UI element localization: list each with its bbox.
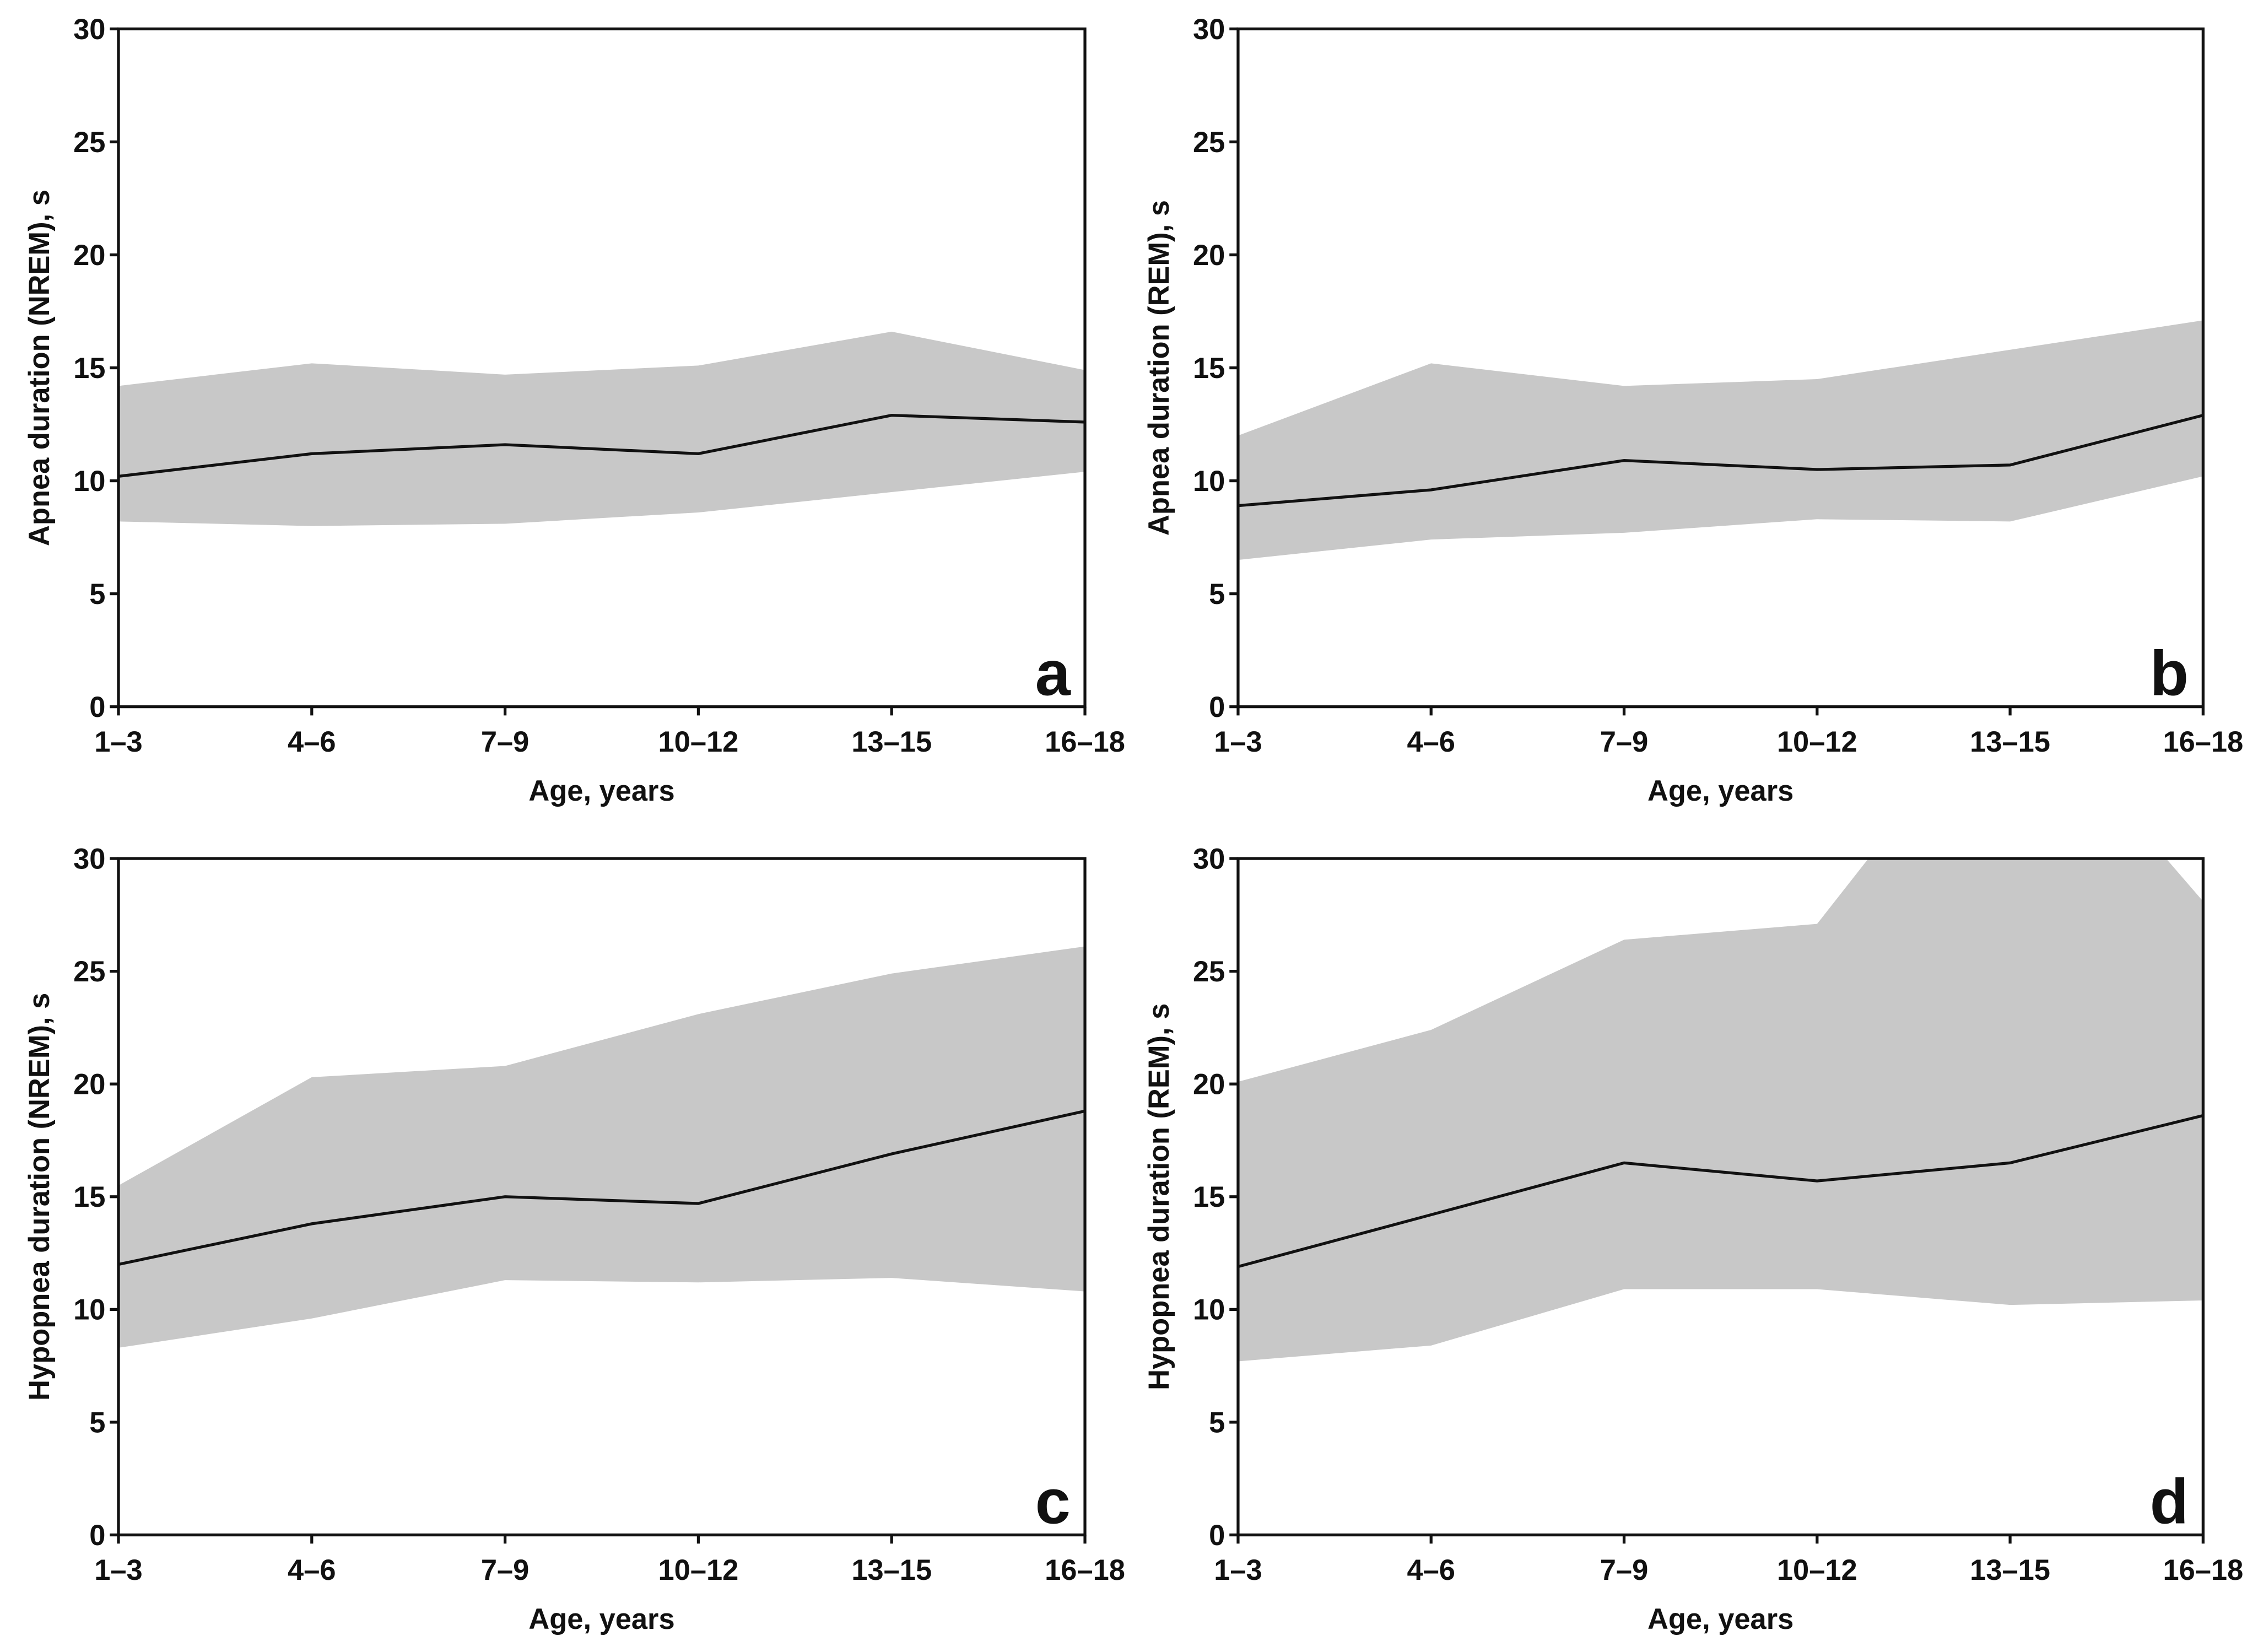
y-tick-label: 25 xyxy=(73,127,105,159)
y-tick-label: 15 xyxy=(73,353,105,385)
x-tick-label: 4–6 xyxy=(1407,726,1455,758)
y-axis-title: Hypopnea duration (REM), s xyxy=(1143,1003,1175,1390)
panel-letter: c xyxy=(1035,1467,1071,1537)
y-tick-label: 25 xyxy=(73,956,105,988)
x-tick-label: 7–9 xyxy=(1600,1554,1648,1586)
panel: 0 5 10 15 20 25 30 1–3 4–6 7–9 10–12 13–15 16–18 Age,… xyxy=(1143,14,2243,807)
y-tick-label: 20 xyxy=(73,1069,105,1101)
y-tick-label: 0 xyxy=(89,1520,105,1552)
x-tick-label: 16–18 xyxy=(1045,1554,1125,1586)
x-axis-title: Age, years xyxy=(1647,1604,1794,1635)
x-tick-label: 4–6 xyxy=(288,726,336,758)
y-tick-label: 10 xyxy=(73,1294,105,1326)
y-tick-label: 15 xyxy=(1193,1181,1225,1213)
y-tick-label: 10 xyxy=(1193,1294,1225,1326)
x-tick-label: 1–3 xyxy=(1214,726,1262,758)
x-tick-label: 10–12 xyxy=(1777,1554,1857,1586)
x-tick-label: 7–9 xyxy=(481,726,529,758)
y-tick-label: 0 xyxy=(1209,692,1225,724)
y-tick-label: 10 xyxy=(73,466,105,498)
x-tick-label: 16–18 xyxy=(2163,1554,2243,1586)
panel: 0 5 10 15 20 25 30 1–3 4–6 7–9 10–12 13–15 16–18 Age,… xyxy=(24,843,1125,1635)
y-tick-label: 25 xyxy=(1193,127,1225,159)
x-tick-label: 13–15 xyxy=(851,726,932,758)
y-tick-label: 15 xyxy=(73,1181,105,1213)
x-tick-label: 10–12 xyxy=(658,726,739,758)
x-tick-label: 1–3 xyxy=(94,1554,142,1586)
y-tick-label: 30 xyxy=(73,14,105,46)
y-tick-label: 20 xyxy=(1193,1069,1225,1101)
panel: 0 5 10 15 20 25 30 1–3 4–6 7–9 10–12 13–15 16–18 Age,… xyxy=(24,14,1125,807)
mean-line xyxy=(1238,414,2204,508)
x-tick-label: 13–15 xyxy=(1970,726,2050,758)
y-tick-label: 5 xyxy=(89,579,105,611)
band xyxy=(1238,320,2203,560)
x-tick-label: 1–3 xyxy=(94,726,142,758)
x-tick-label: 1–3 xyxy=(1214,1554,1262,1586)
y-tick-label: 0 xyxy=(89,692,105,724)
y-tick-label: 5 xyxy=(1209,1407,1225,1439)
panel: 0 5 10 15 20 25 30 1–3 4–6 7–9 10–12 13–15 16–18 Age,… xyxy=(1143,843,2243,1635)
band xyxy=(1238,859,2203,1362)
y-tick-label: 5 xyxy=(1209,579,1225,611)
x-tick-label: 16–18 xyxy=(2163,726,2243,758)
panel-letter: b xyxy=(2150,639,2189,709)
y-axis-title: Hypopnea duration (NREM), s xyxy=(24,993,56,1401)
y-tick-label: 30 xyxy=(1193,14,1225,46)
y-tick-label: 0 xyxy=(1209,1520,1225,1552)
x-axis-title: Age, years xyxy=(1647,775,1794,807)
band xyxy=(118,331,1085,526)
x-tick-label: 16–18 xyxy=(1045,726,1125,758)
band xyxy=(118,946,1085,1348)
x-tick-label: 13–15 xyxy=(1970,1554,2050,1586)
panel-letter: d xyxy=(2150,1467,2189,1537)
y-tick-label: 20 xyxy=(1193,240,1225,272)
y-axis-title: Apnea duration (REM), s xyxy=(1143,200,1175,536)
x-tick-label: 7–9 xyxy=(1600,726,1648,758)
x-axis-title: Age, years xyxy=(528,1604,674,1635)
mean-line xyxy=(1238,1114,2203,1268)
y-tick-label: 30 xyxy=(1193,843,1225,875)
x-tick-label: 7–9 xyxy=(481,1554,529,1586)
panel-letter: a xyxy=(1035,639,1071,709)
y-axis-title: Apnea duration (NREM), s xyxy=(24,190,56,546)
x-tick-label: 4–6 xyxy=(1407,1554,1455,1586)
y-tick-label: 10 xyxy=(1193,466,1225,498)
x-tick-label: 13–15 xyxy=(851,1554,932,1586)
y-tick-label: 5 xyxy=(89,1407,105,1439)
x-tick-label: 4–6 xyxy=(288,1554,336,1586)
y-tick-label: 25 xyxy=(1193,956,1225,988)
x-tick-label: 10–12 xyxy=(1777,726,1857,758)
y-tick-label: 30 xyxy=(73,843,105,875)
x-tick-label: 10–12 xyxy=(658,1554,739,1586)
y-tick-label: 15 xyxy=(1193,353,1225,385)
mean-line xyxy=(118,1109,1085,1266)
x-axis-title: Age, years xyxy=(528,775,674,807)
y-tick-label: 20 xyxy=(73,240,105,272)
mean-line xyxy=(118,414,1085,478)
